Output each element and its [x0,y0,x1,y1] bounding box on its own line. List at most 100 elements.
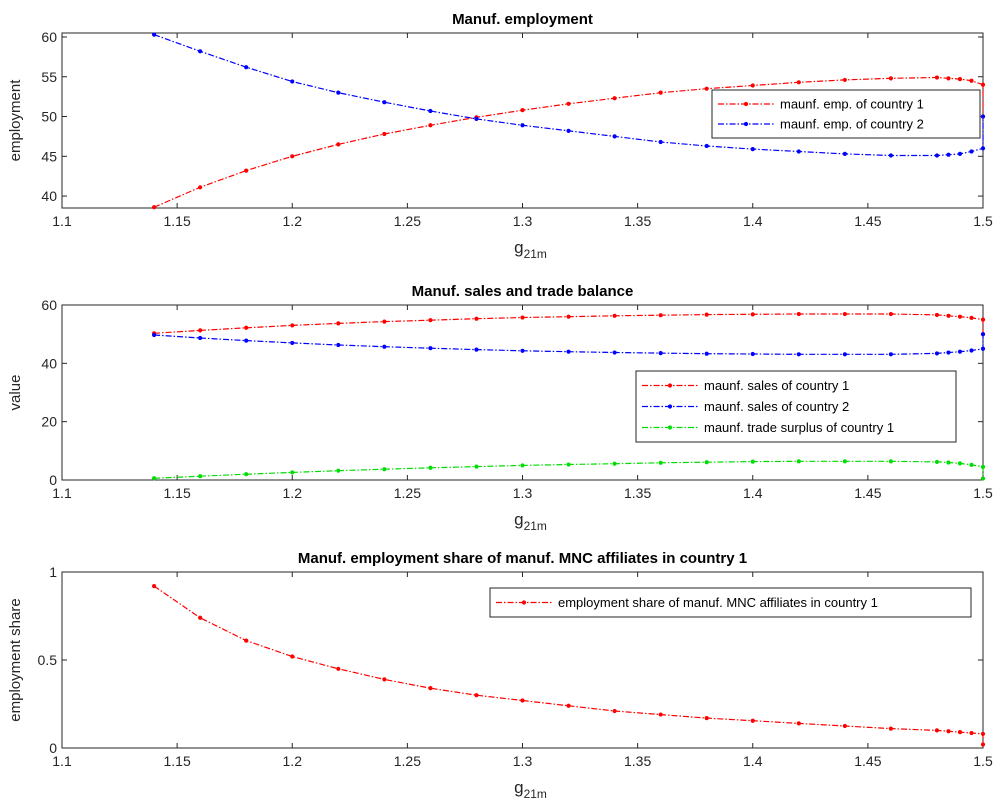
legend-box [711,89,981,139]
data-point [612,96,617,101]
data-point [934,312,940,318]
x-tick-label: 1.3 [513,485,533,501]
data-point [957,77,963,82]
data-point [244,338,249,343]
data-point [336,666,341,671]
data-point [969,149,974,154]
data-point [946,313,951,318]
data-point [198,474,203,479]
legend-label: employment share of manuf. MNC affiliate… [558,595,878,610]
data-point [796,459,801,464]
data-point [474,347,479,352]
data-point [152,332,157,338]
data-point [888,352,894,357]
data-point [946,152,951,157]
data-point [428,346,433,351]
y-tick-label: 60 [41,297,57,313]
data-point [336,468,341,473]
legend-label: maunf. emp. of country 2 [780,117,924,132]
data-point [336,342,341,348]
data-point [888,153,894,158]
data-point [244,65,249,70]
data-point [946,76,951,81]
data-point [198,335,203,341]
data-point [566,462,571,467]
data-point [566,314,571,319]
x-tick-label: 1.1 [52,213,72,229]
data-point [290,154,295,159]
data-point [969,348,974,353]
chart-panel-3: Manuf. employment share of manuf. MNC af… [7,550,993,801]
data-point [980,317,986,322]
data-point [704,460,709,465]
data-point [842,352,847,357]
data-point [566,101,571,106]
data-point [957,314,963,319]
x-tick-label: 1.3 [513,213,533,229]
x-tick-label: 1.2 [283,213,303,229]
x-axis-label: g21m [514,510,547,533]
data-point [934,153,940,158]
data-point [382,467,387,472]
y-tick-label: 20 [41,414,57,430]
data-point [198,328,203,333]
data-point [704,312,709,317]
legend-marker [667,383,673,388]
data-point [428,686,433,691]
y-tick-label: 40 [41,188,57,204]
data-point [566,703,571,708]
data-point [957,461,963,466]
legend-marker [667,404,673,409]
x-tick-label: 1.25 [394,753,421,769]
data-point [980,146,986,151]
data-point [244,168,249,173]
x-axis-label: g21m [514,778,547,801]
data-point [658,460,663,465]
data-point [957,349,963,354]
y-tick-label: 0 [49,472,57,488]
x-tick-label: 1.15 [164,485,191,501]
data-point [428,318,433,323]
data-point [704,143,709,149]
chart-title: Manuf. employment share of manuf. MNC af… [298,550,747,567]
legend-label: maunf. sales of country 1 [704,378,849,393]
y-tick-label: 40 [41,355,57,371]
x-tick-label: 1.4 [743,485,763,501]
data-point [980,114,986,119]
x-tick-label: 1.2 [283,753,303,769]
data-point [750,351,755,357]
data-point [520,108,525,113]
data-point [244,638,249,643]
data-point [428,108,433,114]
data-point [474,116,479,122]
data-point [474,693,479,698]
x-tick-label: 1.35 [624,753,651,769]
legend-label: maunf. trade surplus of country 1 [704,420,894,435]
data-point [198,615,203,620]
y-tick-label: 60 [41,29,57,45]
data-point [842,459,847,464]
x-tick-label: 1.35 [624,213,651,229]
data-point [969,462,974,467]
x-tick-label: 1.35 [624,485,651,501]
data-point [290,323,295,328]
x-tick-label: 1.2 [283,485,303,501]
data-point [520,315,525,320]
data-point [336,321,341,326]
y-tick-label: 0 [49,740,57,756]
data-point [658,139,663,145]
legend-marker [743,101,749,107]
x-tick-label: 1.45 [854,485,881,501]
data-point [658,351,663,356]
data-point [842,311,847,317]
data-point [796,721,801,726]
x-tick-label: 1.4 [743,753,763,769]
data-point [198,185,203,190]
data-point [290,79,295,84]
data-point [750,83,755,88]
data-point [796,311,801,317]
data-point [658,712,663,717]
data-point [198,49,203,54]
data-point [957,730,963,735]
